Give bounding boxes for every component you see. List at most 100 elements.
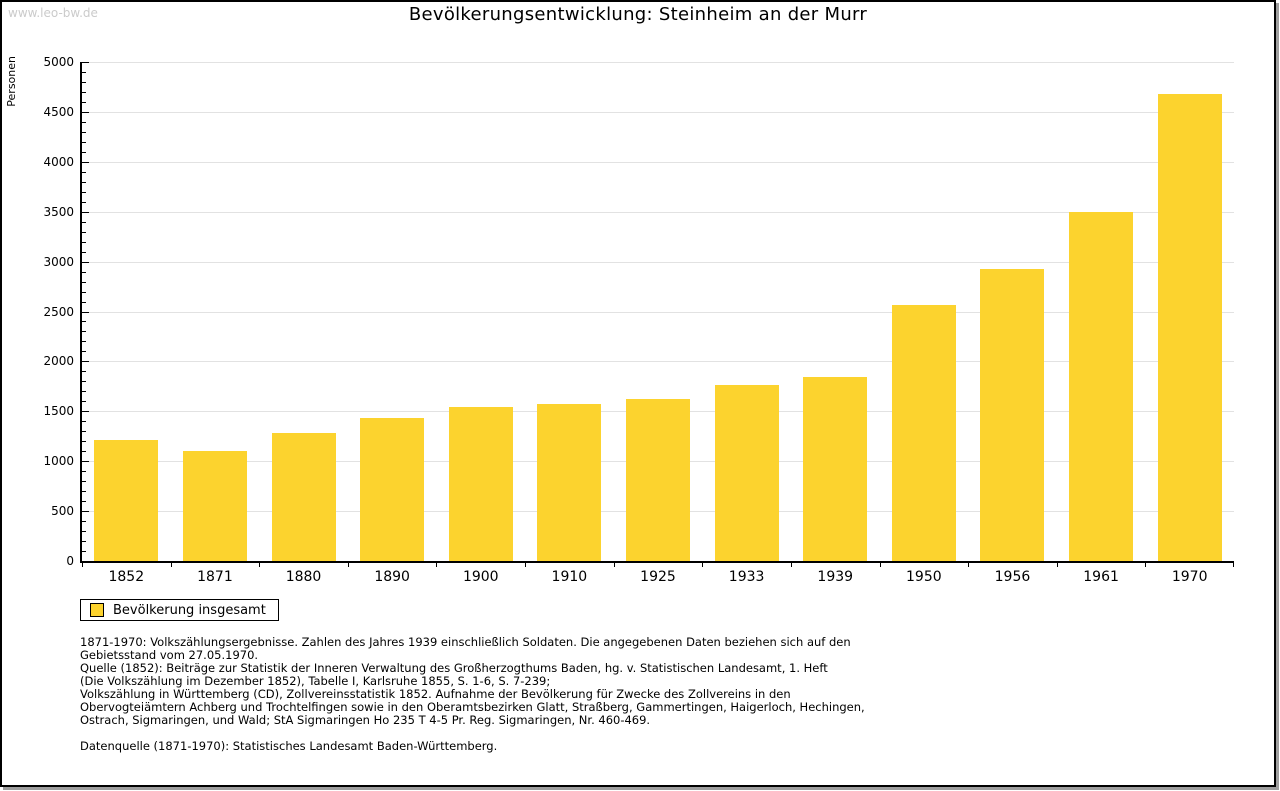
bar bbox=[980, 268, 1045, 561]
footnote-line: Quelle (1852): Beiträge zur Statistik de… bbox=[80, 661, 828, 675]
footnote-line: 1871-1970: Volkszählungsergebnisse. Zahl… bbox=[80, 635, 851, 649]
x-boundary-tick bbox=[436, 563, 438, 567]
bar bbox=[1157, 94, 1222, 561]
y-major-tick bbox=[82, 361, 89, 363]
y-minor-tick bbox=[82, 101, 86, 103]
grid-line bbox=[82, 361, 1234, 363]
y-minor-tick bbox=[82, 531, 86, 533]
y-minor-tick bbox=[82, 341, 86, 343]
bar bbox=[626, 398, 690, 561]
bar bbox=[1069, 211, 1134, 561]
y-tick-label: 1000 bbox=[43, 454, 74, 469]
x-tick-label: 1939 bbox=[817, 569, 854, 585]
x-boundary-tick bbox=[347, 563, 349, 567]
x-tick-label: 1880 bbox=[285, 569, 322, 585]
y-tick-label: 3500 bbox=[43, 204, 74, 219]
y-minor-tick bbox=[82, 431, 86, 433]
y-minor-tick bbox=[82, 381, 86, 383]
y-major-tick bbox=[82, 161, 89, 163]
bar bbox=[537, 404, 602, 561]
y-minor-tick bbox=[82, 281, 86, 283]
y-minor-tick bbox=[82, 441, 86, 443]
grid-line bbox=[82, 111, 1234, 113]
y-minor-tick bbox=[82, 171, 86, 173]
y-minor-tick bbox=[82, 241, 86, 243]
y-tick-label: 0 bbox=[66, 554, 74, 568]
bar bbox=[714, 384, 779, 561]
x-boundary-tick bbox=[1233, 563, 1234, 567]
y-major-tick bbox=[82, 311, 89, 313]
y-tick-label: 5000 bbox=[43, 55, 74, 69]
y-tick-label: 1500 bbox=[43, 404, 74, 419]
legend: Bevölkerung insgesamt bbox=[80, 599, 279, 621]
y-major-tick bbox=[82, 511, 89, 513]
footnote-line: Volkszählung in Württemberg (CD), Zollve… bbox=[80, 687, 791, 701]
legend-label: Bevölkerung insgesamt bbox=[113, 602, 266, 618]
y-minor-tick bbox=[82, 91, 86, 93]
y-tick-label: 3000 bbox=[43, 254, 74, 269]
y-major-tick bbox=[82, 211, 89, 213]
x-tick-label: 1900 bbox=[462, 569, 499, 585]
x-boundary-tick bbox=[879, 563, 881, 567]
y-minor-tick bbox=[82, 181, 86, 183]
datasource-line: Datenquelle (1871-1970): Statistisches L… bbox=[80, 739, 498, 753]
x-boundary-tick bbox=[968, 563, 970, 567]
watermark-url: www.leo-bw.de bbox=[8, 6, 98, 20]
y-minor-tick bbox=[82, 71, 86, 73]
grid-line bbox=[82, 62, 1234, 63]
bar bbox=[803, 377, 868, 561]
y-minor-tick bbox=[82, 491, 86, 493]
y-minor-tick bbox=[82, 391, 86, 393]
footnotes: 1871-1970: Volkszählungsergebnisse. Zahl… bbox=[80, 636, 940, 753]
x-tick-label: 1961 bbox=[1083, 569, 1119, 585]
y-axis-label: Personen bbox=[5, 56, 18, 107]
x-tick-label: 1925 bbox=[640, 569, 676, 585]
y-minor-tick bbox=[82, 201, 86, 203]
y-minor-tick bbox=[82, 501, 86, 503]
x-tick-label: 1950 bbox=[906, 569, 942, 585]
x-boundary-tick bbox=[790, 563, 792, 567]
x-tick-label: 1933 bbox=[728, 569, 765, 585]
y-minor-tick bbox=[82, 321, 86, 323]
y-minor-tick bbox=[82, 291, 86, 293]
bar bbox=[891, 305, 956, 561]
y-major-tick bbox=[82, 261, 89, 263]
y-major-tick bbox=[82, 411, 89, 413]
footnote-line: Ostrach, Sigmaringen, und Wald; StA Sigm… bbox=[80, 713, 651, 727]
x-boundary-tick bbox=[702, 563, 704, 567]
x-boundary-tick bbox=[525, 563, 527, 567]
y-minor-tick bbox=[82, 221, 86, 223]
y-minor-tick bbox=[82, 151, 86, 153]
y-minor-tick bbox=[82, 301, 86, 303]
y-tick-label: 500 bbox=[51, 504, 74, 519]
bar bbox=[360, 418, 425, 561]
x-tick-label: 1871 bbox=[197, 569, 233, 585]
y-minor-tick bbox=[82, 421, 86, 423]
grid-line bbox=[82, 161, 1234, 163]
y-major-tick bbox=[82, 62, 89, 63]
bar bbox=[94, 440, 159, 561]
y-minor-tick bbox=[82, 271, 86, 273]
y-minor-tick bbox=[82, 401, 86, 403]
y-minor-tick bbox=[82, 121, 86, 123]
y-tick-label: 2000 bbox=[43, 354, 74, 369]
y-tick-label: 2500 bbox=[43, 304, 74, 319]
x-boundary-tick bbox=[1145, 563, 1147, 567]
x-tick-label: 1852 bbox=[108, 569, 145, 585]
y-minor-tick bbox=[82, 451, 86, 453]
y-minor-tick bbox=[82, 81, 86, 83]
x-tick-label: 1890 bbox=[374, 569, 410, 585]
grid-line bbox=[82, 211, 1234, 213]
y-minor-tick bbox=[82, 351, 86, 353]
y-minor-tick bbox=[82, 331, 86, 333]
bar bbox=[271, 432, 336, 561]
chart-title: Bevölkerungsentwicklung: Steinheim an de… bbox=[408, 4, 868, 25]
y-minor-tick bbox=[82, 541, 86, 543]
x-boundary-tick bbox=[259, 563, 261, 567]
grid-line bbox=[82, 261, 1234, 263]
y-tick-label: 4500 bbox=[43, 104, 74, 119]
y-minor-tick bbox=[82, 551, 86, 553]
y-major-tick bbox=[82, 461, 89, 463]
plot-area: 0 500 1000 1500 2000 2500 3000 3500 4000 4500 5000… bbox=[43, 55, 1234, 585]
